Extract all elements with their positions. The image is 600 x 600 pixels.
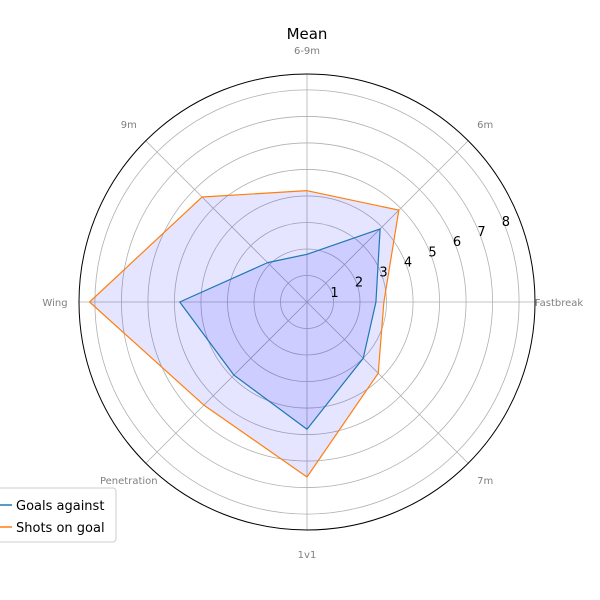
- grid-spoke: [145, 140, 308, 303]
- series-fill: [179, 228, 381, 430]
- legend: Goals against Shots on goal: [0, 487, 117, 543]
- chart-title: Mean: [287, 25, 328, 43]
- category-label: Wing: [42, 298, 67, 309]
- radial-tick-labels: 1 2 3 4 5 6 7 8: [330, 215, 510, 301]
- radial-tick-label: 8: [502, 215, 510, 230]
- category-label: 7m: [477, 476, 493, 487]
- grid-spoke: [306, 140, 469, 303]
- polar-frame: [78, 73, 536, 531]
- series-line-shots-on-goal: [88, 190, 400, 478]
- radial-tick-label: 7: [477, 225, 485, 240]
- category-label: 9m: [121, 120, 137, 131]
- category-label: 6m: [477, 120, 493, 131]
- category-label: Penetration: [100, 476, 158, 487]
- series-layer: [88, 190, 400, 478]
- radial-tick-label: 1: [330, 286, 338, 301]
- category-label: Fastbreak: [535, 298, 584, 309]
- radial-tick-label: 2: [355, 276, 363, 291]
- radial-tick-label: 6: [453, 235, 461, 250]
- radial-tick-label: 3: [379, 266, 387, 281]
- legend-label: Goals against: [16, 499, 104, 514]
- grid-spoke: [145, 301, 308, 464]
- legend-frame: [0, 487, 117, 543]
- grid-spoke: [306, 301, 469, 464]
- category-label: 6-9m: [294, 46, 320, 57]
- legend-label: Shots on goal: [16, 521, 105, 536]
- series-line-goals-against: [179, 228, 381, 430]
- grid-layer: [78, 73, 536, 531]
- radial-tick-label: 4: [404, 255, 412, 270]
- fill-layer: [89, 190, 399, 477]
- category-labels: Fastbreak 6m 6-9m 9m Wing Penetration 1v1 7m: [42, 46, 583, 561]
- category-label: 1v1: [298, 550, 317, 561]
- series-fill: [89, 190, 399, 477]
- radial-tick-label: 5: [428, 245, 436, 260]
